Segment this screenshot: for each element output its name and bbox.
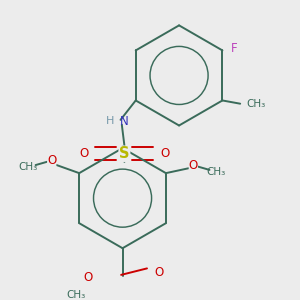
Text: H: H <box>106 116 115 127</box>
Text: O: O <box>80 147 89 160</box>
Text: CH₃: CH₃ <box>247 99 266 109</box>
Text: O: O <box>160 147 170 160</box>
Text: F: F <box>230 42 237 55</box>
Text: S: S <box>119 146 130 161</box>
Text: CH₃: CH₃ <box>18 162 37 172</box>
Text: N: N <box>120 115 128 128</box>
Text: CH₃: CH₃ <box>206 167 226 176</box>
Text: O: O <box>189 159 198 172</box>
Text: O: O <box>155 266 164 279</box>
Text: O: O <box>47 154 56 167</box>
Text: O: O <box>83 271 92 284</box>
Text: CH₃: CH₃ <box>66 290 85 300</box>
